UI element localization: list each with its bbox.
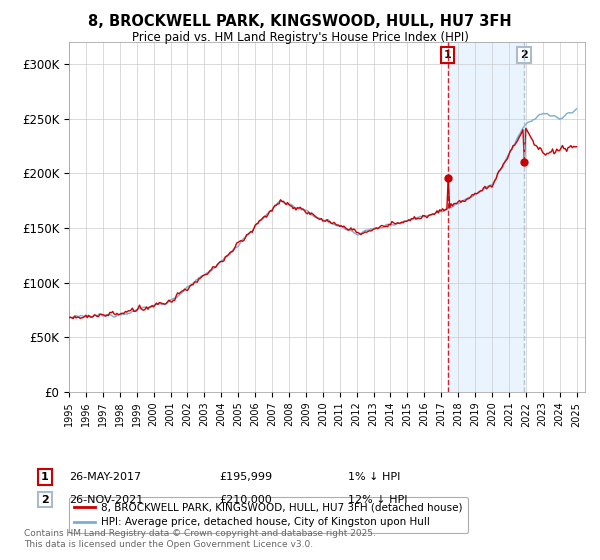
- Text: 26-MAY-2017: 26-MAY-2017: [69, 472, 141, 482]
- Text: 12% ↓ HPI: 12% ↓ HPI: [348, 494, 407, 505]
- Text: 2: 2: [41, 494, 49, 505]
- Text: 26-NOV-2021: 26-NOV-2021: [69, 494, 143, 505]
- Text: £195,999: £195,999: [219, 472, 272, 482]
- Text: 1: 1: [444, 50, 452, 60]
- Legend: 8, BROCKWELL PARK, KINGSWOOD, HULL, HU7 3FH (detached house), HPI: Average price: 8, BROCKWELL PARK, KINGSWOOD, HULL, HU7 …: [69, 497, 468, 533]
- Text: £210,000: £210,000: [219, 494, 272, 505]
- Text: 1% ↓ HPI: 1% ↓ HPI: [348, 472, 400, 482]
- Text: 1: 1: [41, 472, 49, 482]
- Text: 2: 2: [520, 50, 528, 60]
- Text: 8, BROCKWELL PARK, KINGSWOOD, HULL, HU7 3FH: 8, BROCKWELL PARK, KINGSWOOD, HULL, HU7 …: [88, 14, 512, 29]
- Text: Price paid vs. HM Land Registry's House Price Index (HPI): Price paid vs. HM Land Registry's House …: [131, 31, 469, 44]
- Text: Contains HM Land Registry data © Crown copyright and database right 2025.
This d: Contains HM Land Registry data © Crown c…: [24, 529, 376, 549]
- Bar: [448, 42, 524, 392]
